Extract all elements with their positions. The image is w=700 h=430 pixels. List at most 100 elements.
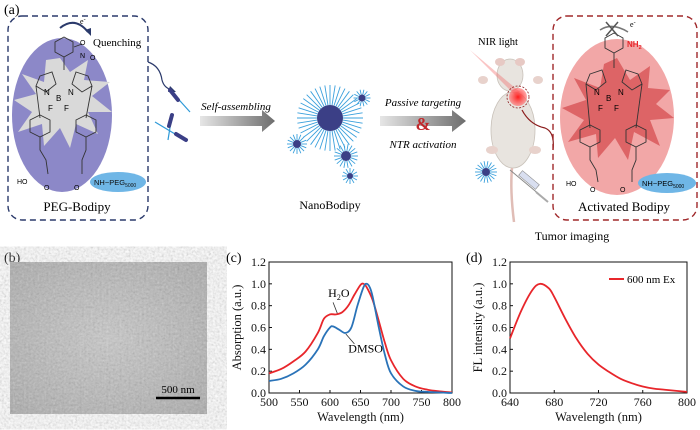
peg-bodipy-title: PEG-Bodipy: [43, 199, 111, 214]
peg-chain: [342, 112, 363, 117]
nanoparticle-core: [317, 105, 343, 131]
peg-chain: [342, 121, 362, 129]
nanoparticle-core: [482, 168, 490, 176]
scale-bar-label: 500 nm: [161, 384, 195, 396]
y-tick-label: 0.2: [251, 364, 266, 378]
activated-bodipy-box: NH2 N N B F F HO O O e- NH−PEG5000 Activ…: [552, 15, 698, 221]
peg-chain: [362, 89, 365, 95]
atom-b2: B: [606, 94, 611, 103]
fluorescence-chart: 640 680 720 760 800 0.0 0.2 0.4 0.6 0.8 1.0 1.2 Wave…: [471, 255, 696, 424]
x-tick-label: 500: [260, 395, 278, 409]
peg-chain: [300, 123, 319, 134]
peg-chain: [333, 130, 341, 150]
peg-chain: [488, 164, 495, 170]
peg-chain: [306, 94, 322, 110]
peg-chain: [339, 160, 344, 167]
x-tick-label: 800: [678, 395, 696, 409]
peg-chain: [489, 172, 497, 177]
amine-label: NH2: [627, 40, 642, 51]
peg-chain: [345, 168, 349, 174]
peg-chain: [287, 139, 294, 143]
peg-chain: [342, 107, 362, 115]
peg-chain: [487, 162, 492, 169]
quenching-label: Quenching: [93, 37, 142, 49]
peg-chain: [354, 93, 360, 97]
atom-n3: N: [594, 88, 600, 97]
peg-chain: [340, 98, 357, 111]
nanoparticles: [287, 85, 371, 184]
nanoparticle-core: [341, 151, 351, 161]
x-tick-label: 550: [291, 395, 309, 409]
atom-f3: F: [598, 104, 603, 113]
peg-tag-2: [638, 173, 696, 193]
peg-chain: [489, 167, 497, 172]
peg-chain: [351, 178, 355, 184]
y-tick-label: 0.8: [251, 299, 266, 313]
x-tick-label: 600: [321, 395, 339, 409]
peg-chain: [488, 174, 495, 180]
peg-chain: [303, 98, 320, 111]
peg-chain: [289, 146, 295, 152]
nitro-o2: O: [90, 55, 96, 62]
peg-label-2: NH−PEG5000: [642, 179, 684, 190]
ampersand: &: [416, 114, 431, 134]
peg-chain: [300, 139, 307, 143]
atom-n4: N: [618, 88, 624, 97]
nitro-o1: O: [80, 40, 86, 47]
peg-chain: [354, 99, 360, 103]
peg-chain: [336, 158, 343, 165]
peg-chain: [292, 134, 296, 141]
peg-chain: [287, 145, 294, 149]
peg-chain: [341, 123, 360, 134]
peg-chain: [345, 178, 349, 184]
peg-chain: [363, 91, 368, 96]
series-line-h2o: [268, 282, 453, 394]
atom-o4: O: [620, 187, 626, 194]
peg-chain: [342, 177, 348, 181]
tumor-imaging-label: Tumor imaging: [535, 229, 610, 243]
peg-chain: [351, 168, 355, 174]
y-tick-label: 0.4: [492, 342, 507, 356]
peg-chain: [480, 175, 485, 182]
panel-label-a: (a): [4, 3, 20, 18]
peg-chain: [337, 128, 350, 145]
peg-chain: [364, 99, 370, 103]
y-tick-label: 0.4: [251, 342, 266, 356]
peg-chain: [349, 147, 356, 154]
atom-o2: O: [74, 185, 80, 192]
atom-f2: F: [64, 104, 69, 113]
peg-chain: [306, 126, 322, 142]
ntr-activation-label: NTR activation: [389, 139, 457, 151]
plot-frame: [268, 261, 453, 394]
y-axis-label: Absorption (a.u.): [230, 285, 244, 371]
unimers: [147, 61, 191, 142]
peg-chain: [338, 126, 354, 142]
peg-chain: [477, 164, 484, 170]
annotation-dmso: DMSO: [348, 342, 383, 356]
annotation-arrow-h2o: [332, 302, 338, 314]
y-tick-label: 0.0: [492, 386, 507, 400]
y-tick-label: 1.0: [251, 277, 266, 291]
self-assembling-label: Self-assembling: [201, 101, 271, 113]
nitro-n: N: [80, 53, 85, 60]
nanoparticle-core: [293, 140, 301, 148]
peg-chain: [289, 136, 295, 142]
peg-chain: [314, 129, 325, 148]
peg-chain: [487, 175, 492, 182]
absorption-chart: 500 550 600 650 700 750 800 0.0 0.2 0.4 0.6 0.8 1.0 1…: [230, 255, 461, 424]
series-line-600-nm-ex: [509, 282, 688, 393]
activated-structure: [579, 32, 647, 183]
atom-n1: N: [44, 88, 50, 97]
electron-label-2: e-: [630, 20, 636, 29]
y-tick-label: 0.6: [251, 321, 266, 335]
atom-ho2: HO: [566, 181, 577, 188]
peg-chain: [348, 160, 353, 167]
x-tick-label: 650: [352, 395, 370, 409]
peg-chain: [324, 130, 329, 151]
peg-chain: [483, 161, 486, 169]
nir-light-label: NIR light: [478, 37, 518, 48]
legend-label: 600 nm Ex: [627, 274, 676, 286]
nanoparticle: [297, 85, 363, 151]
peg-chain: [475, 172, 483, 177]
peg-chain: [314, 88, 325, 107]
